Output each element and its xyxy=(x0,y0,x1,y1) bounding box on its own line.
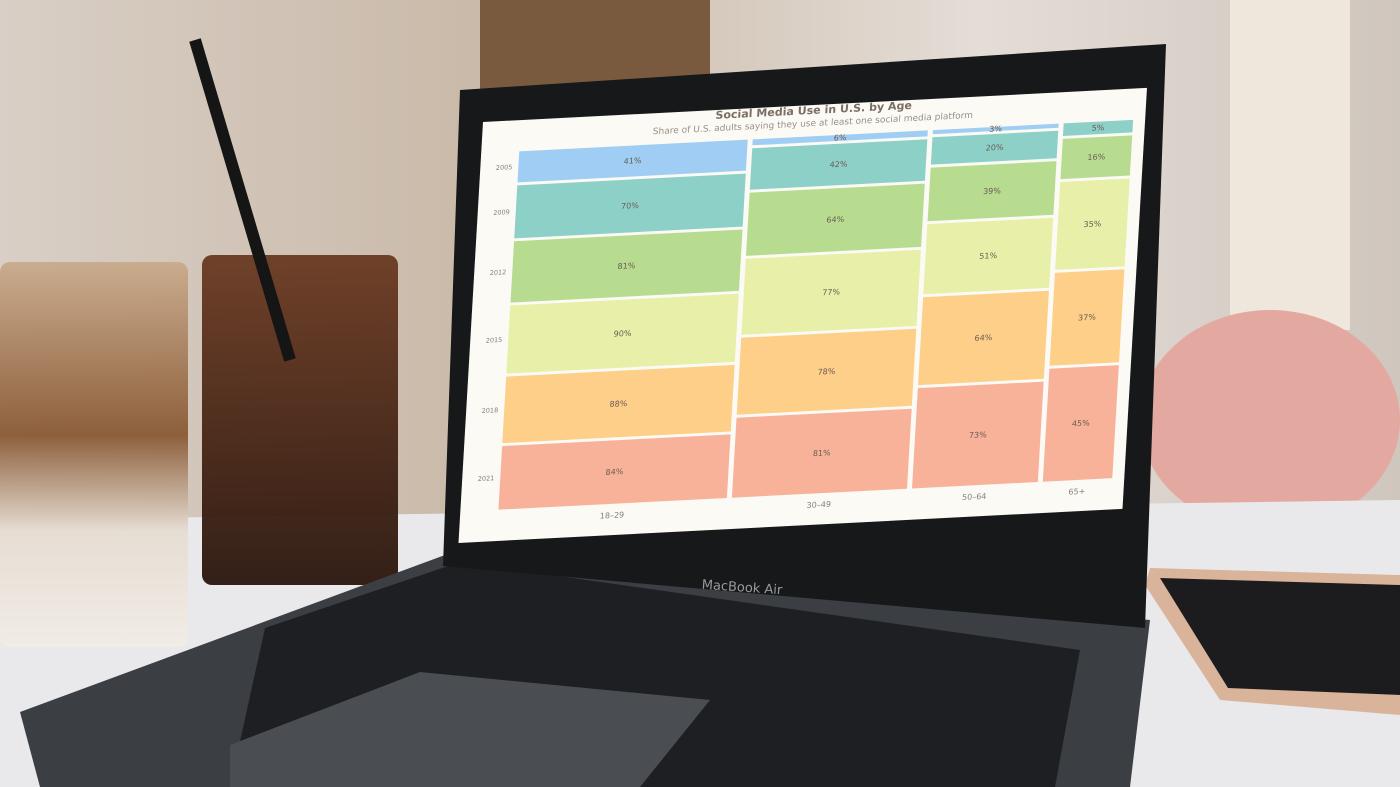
y-label: 2009 xyxy=(493,208,510,217)
mosaic-cell xyxy=(1049,269,1125,366)
mosaic-cell xyxy=(731,408,912,498)
mosaic-cell xyxy=(745,183,925,256)
cell-label: 51% xyxy=(979,251,998,261)
mosaic-cell xyxy=(498,434,731,510)
mosaic-cell xyxy=(1060,135,1133,180)
mosaic-cell xyxy=(514,173,746,239)
cell-label: 64% xyxy=(826,215,845,225)
cell-label: 41% xyxy=(623,156,642,166)
cell-label: 70% xyxy=(621,201,640,211)
cell-label: 45% xyxy=(1072,419,1091,429)
pillar xyxy=(1230,0,1350,330)
cell-label: 90% xyxy=(613,329,632,339)
cell-label: 5% xyxy=(1091,123,1105,133)
mosaic-cell xyxy=(932,123,1059,135)
mosaic-cell xyxy=(918,290,1049,386)
mosaic-cell xyxy=(502,364,735,444)
cell-label: 39% xyxy=(983,186,1002,196)
cell-label: 35% xyxy=(1083,219,1102,229)
mosaic-cell xyxy=(749,139,928,190)
cell-label: 42% xyxy=(829,160,848,170)
mosaic-cell xyxy=(1055,178,1130,270)
cell-label: 20% xyxy=(985,143,1004,153)
cell-label: 84% xyxy=(605,467,624,477)
mosaic-cell xyxy=(506,293,739,374)
chair xyxy=(1140,310,1400,530)
cell-label: 6% xyxy=(834,133,848,143)
cell-label: 37% xyxy=(1078,313,1097,323)
cell-label: 3% xyxy=(989,124,1003,134)
cell-label: 73% xyxy=(969,430,988,440)
cell-label: 16% xyxy=(1087,152,1106,162)
cell-label: 81% xyxy=(813,448,832,458)
y-label: 2012 xyxy=(489,268,506,277)
mosaic-cell xyxy=(510,229,743,303)
y-label: 2015 xyxy=(486,336,503,345)
mosaic-cell xyxy=(927,161,1057,222)
mosaic-cell xyxy=(930,130,1059,165)
phone-screen xyxy=(1160,578,1400,695)
mosaic-cell xyxy=(736,328,917,415)
cell-label: 78% xyxy=(817,367,836,377)
x-tick-label: 65+ xyxy=(1068,487,1085,497)
cell-label: 81% xyxy=(617,261,636,271)
x-tick-label: 30–49 xyxy=(806,500,831,510)
mosaic-cell xyxy=(1042,365,1119,482)
y-label: 2018 xyxy=(481,406,498,415)
y-label: 2005 xyxy=(496,163,513,172)
mosaic-cell xyxy=(923,217,1054,295)
cell-label: 88% xyxy=(609,399,628,409)
mosaic-cell xyxy=(1062,119,1134,136)
x-tick-label: 50–64 xyxy=(962,492,987,502)
x-tick-label: 18–29 xyxy=(599,511,624,521)
mosaic-cell xyxy=(752,130,928,146)
laptop-label: MacBook Air xyxy=(701,578,783,599)
glass-latte xyxy=(0,262,188,647)
y-label: 2021 xyxy=(477,474,494,483)
trackpad xyxy=(230,672,710,787)
straw xyxy=(189,38,296,362)
screen: Social Media Use in U.S. by Age Share of… xyxy=(458,87,1147,543)
mosaic-cell xyxy=(741,249,921,335)
glass-cola xyxy=(202,255,398,585)
mosaic-cell xyxy=(912,381,1044,489)
mosaic-cell xyxy=(517,139,748,183)
cell-label: 77% xyxy=(822,287,841,297)
cell-label: 64% xyxy=(974,333,993,343)
